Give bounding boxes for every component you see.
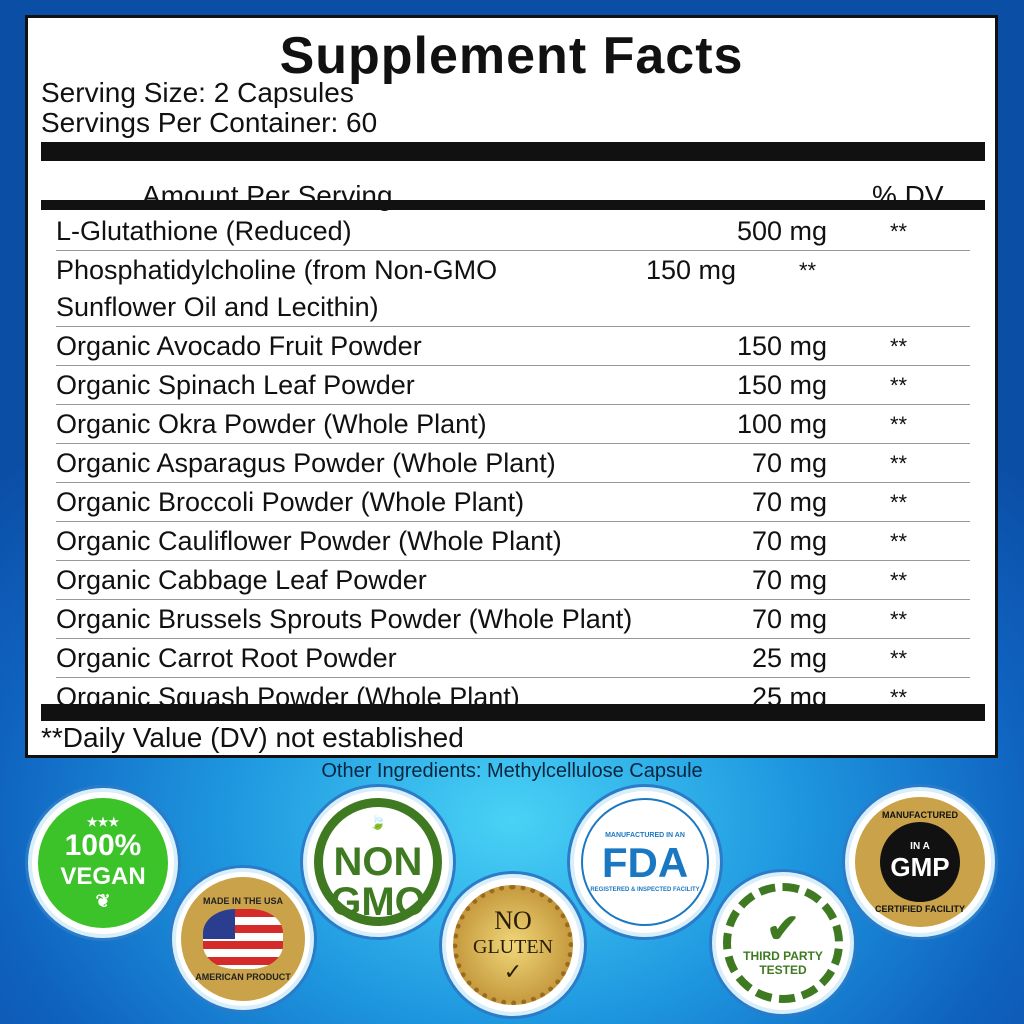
checkmark-icon: ✔ — [766, 907, 800, 951]
leaf-icon: 🍃 — [369, 814, 387, 830]
divider-bottom — [41, 704, 985, 721]
ingredient-amount: 150 mg — [736, 370, 827, 400]
divider-thick — [41, 142, 985, 161]
ingredient-row: Organic Broccoli Powder (Whole Plant) 70 … — [56, 483, 970, 522]
ingredient-amount: 100 mg — [736, 409, 827, 439]
ingredient-amount: 70 mg — [751, 448, 827, 478]
ingredient-table: L-Glutathione (Reduced) 500 mg ** Phosphati… — [56, 212, 970, 716]
ingredient-dv: ** — [889, 334, 908, 359]
ingredient-name: Organic Asparagus Powder (Whole Plant) — [56, 448, 556, 478]
footnote: **Daily Value (DV) not established — [41, 722, 464, 753]
ingredient-name: Organic Cauliflower Powder (Whole Plant) — [56, 526, 562, 556]
ingredient-amount: 70 mg — [751, 565, 827, 595]
ingredient-dv: ** — [889, 451, 908, 476]
ingredient-name: Organic Spinach Leaf Powder — [56, 370, 415, 400]
ingredient-name: Organic Okra Powder (Whole Plant) — [56, 409, 487, 439]
ingredient-name: Organic Avocado Fruit Powder — [56, 331, 422, 361]
us-flag-icon — [203, 909, 283, 969]
servings-per-container: Servings Per Container: 60 — [41, 107, 378, 138]
ingredient-row: Phosphatidylcholine (from Non-GMO Sunflo… — [56, 251, 970, 327]
ingredient-dv: ** — [889, 529, 908, 554]
ingredient-amount: 70 mg — [751, 604, 827, 634]
ingredient-row: Organic Spinach Leaf Powder 150 mg ** — [56, 366, 970, 405]
ingredient-amount: 500 mg — [736, 216, 827, 246]
ingredient-row: Organic Cabbage Leaf Powder 70 mg ** — [56, 561, 970, 600]
non-gmo-badge: 🍃 NON GMO — [303, 787, 453, 937]
ingredient-row: Organic Carrot Root Powder 25 mg ** — [56, 639, 970, 678]
ingredient-amount: 70 mg — [751, 526, 827, 556]
ingredient-dv: ** — [889, 412, 908, 437]
ingredient-dv: ** — [889, 373, 908, 398]
ingredient-amount: 150 mg — [645, 255, 736, 285]
ingredient-row: L-Glutathione (Reduced) 500 mg ** — [56, 212, 970, 251]
divider-medium — [41, 200, 985, 210]
ingredient-row: Organic Avocado Fruit Powder 150 mg ** — [56, 327, 970, 366]
ingredient-row: Organic Asparagus Powder (Whole Plant) 70… — [56, 444, 970, 483]
checkmark-icon: ✓ — [503, 958, 523, 984]
ingredient-dv: ** — [889, 490, 908, 515]
ingredient-name: Phosphatidylcholine (from Non-GMO Sunflo… — [56, 255, 498, 322]
vegan-badge: ★★★ 100% VEGAN ❦ — [28, 788, 178, 938]
ingredient-dv: ** — [798, 258, 817, 283]
star-icon: ★★★ — [86, 814, 120, 829]
leaf-icon: ❦ — [95, 890, 111, 911]
ingredient-dv: ** — [889, 607, 908, 632]
third-party-tested-badge: ✔ THIRD PARTY TESTED — [712, 872, 854, 1014]
fda-badge: MANUFACTURED IN AN FDA REGISTERED & INSP… — [570, 787, 720, 937]
ingredient-name: Organic Carrot Root Powder — [56, 643, 397, 673]
ingredient-name: Organic Cabbage Leaf Powder — [56, 565, 427, 595]
other-ingredients: Other Ingredients: Methylcellulose Capsu… — [321, 760, 703, 782]
ingredient-name: Organic Brussels Sprouts Powder (Whole P… — [56, 604, 633, 634]
panel-title: Supplement Facts — [279, 27, 744, 85]
serving-size: Serving Size: 2 Capsules — [41, 77, 354, 108]
no-gluten-badge: NO GLUTEN ✓ — [442, 874, 584, 1016]
ingredient-row: Organic Okra Powder (Whole Plant) 100 mg *… — [56, 405, 970, 444]
ingredient-dv: ** — [889, 568, 908, 593]
made-in-usa-badge: MADE IN THE USA AMERICAN PRODUCT — [172, 868, 314, 1010]
ingredient-row: Organic Brussels Sprouts Powder (Whole P… — [56, 600, 970, 639]
ingredient-dv: ** — [889, 219, 908, 244]
ingredient-dv: ** — [889, 646, 908, 671]
ingredient-amount: 150 mg — [736, 331, 827, 361]
ingredient-name: L-Glutathione (Reduced) — [56, 216, 352, 246]
ingredient-row: Organic Cauliflower Powder (Whole Plant)… — [56, 522, 970, 561]
gmp-badge: MANUFACTURED IN A GMP CERTIFIED FACILITY — [845, 787, 995, 937]
ingredient-amount: 25 mg — [751, 643, 827, 673]
ingredient-amount: 70 mg — [751, 487, 827, 517]
supplement-facts-panel: Supplement Facts Serving Size: 2 Capsule… — [25, 15, 998, 758]
ingredient-dv: ** — [889, 685, 908, 710]
ingredient-name: Organic Broccoli Powder (Whole Plant) — [56, 487, 525, 517]
